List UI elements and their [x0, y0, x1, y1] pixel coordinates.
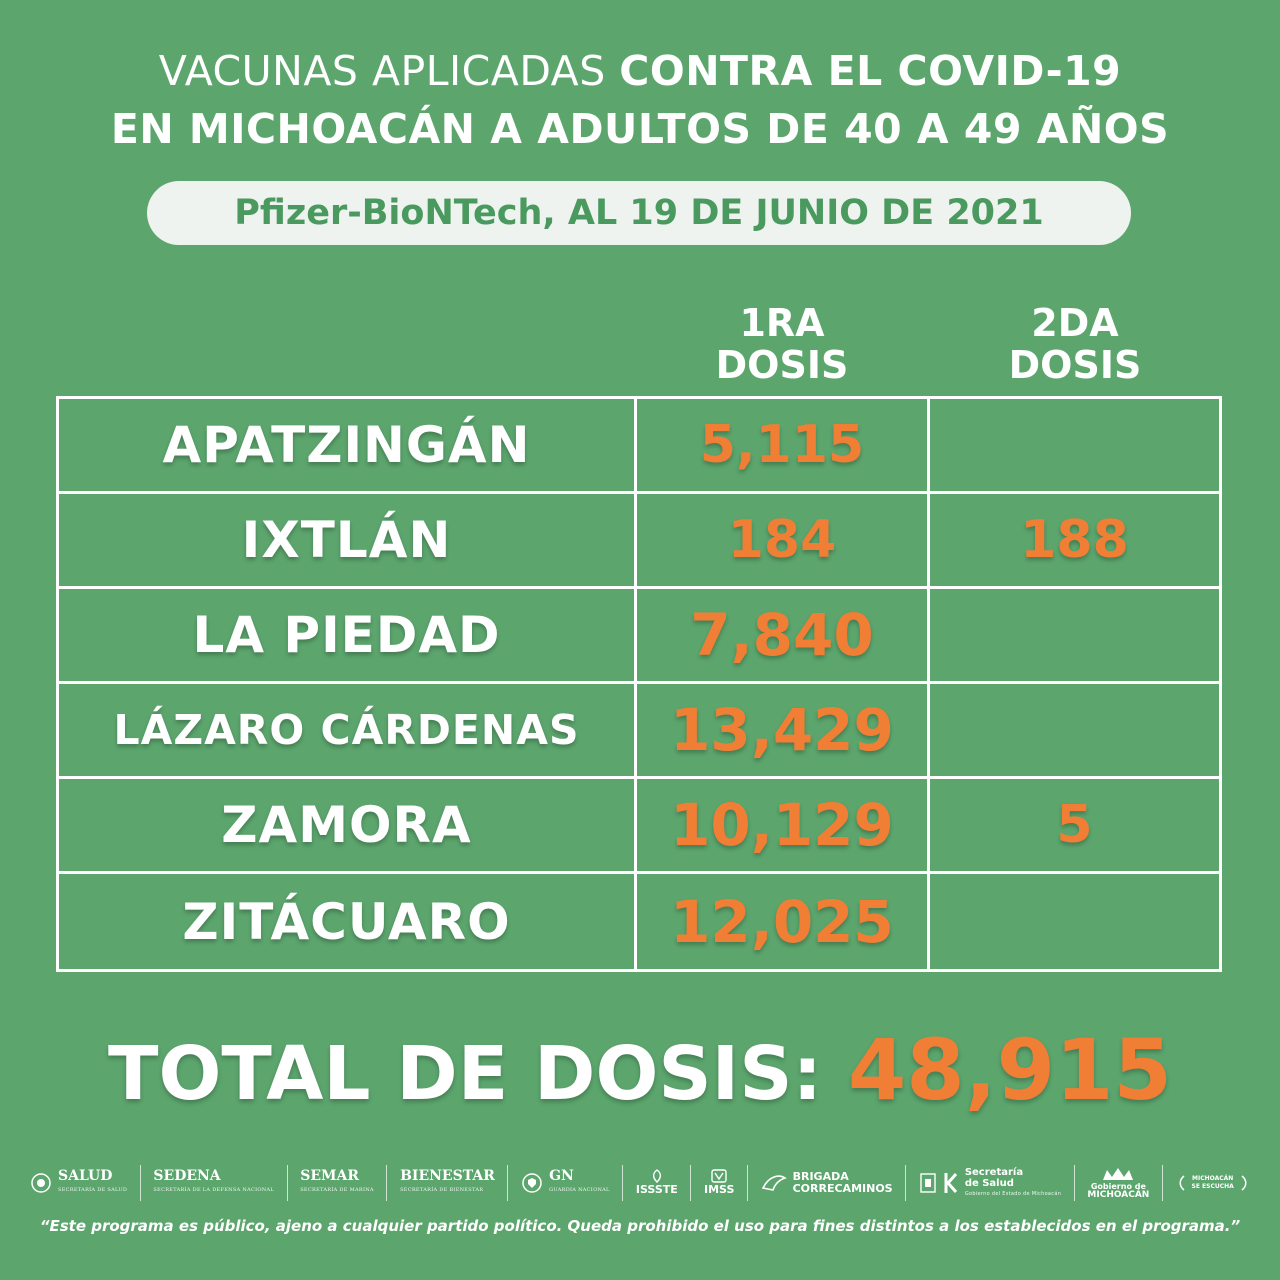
state-seal-icon: [920, 1173, 936, 1193]
sound-waves-right-icon: [1241, 1175, 1247, 1191]
eagle-seal-icon: [31, 1173, 51, 1193]
k-mark-icon: [944, 1173, 957, 1193]
title-line-2: EN MICHOACÁN A ADULTOS DE 40 A 49 AÑOS: [110, 105, 1170, 153]
gn-logo: GN GUARDIA NACIONAL: [513, 1169, 618, 1197]
semar-logo: SEMAR SECRETARÍA DE MARINA: [300, 1168, 374, 1193]
imss-emblem-icon: [711, 1169, 727, 1183]
logo-divider: [386, 1165, 388, 1201]
total-label: TOTAL DE DOSIS:: [107, 1031, 848, 1117]
michoacan-se-escucha-logo: MICHOACÁN SE ESCUCHA: [1168, 1173, 1258, 1193]
subtitle-pill: Pfizer-BioNTech, AL 19 DE JUNIO DE 2021: [147, 181, 1131, 245]
gobierno-michoacan-logo: Gobierno de MICHOACÁN: [1079, 1166, 1157, 1200]
secretaria-salud-michoacan-logo: Secretaría de Salud Gobierno del Estado de…: [911, 1167, 1069, 1200]
column-header-second-dose: 2DA DOSIS: [1008, 301, 1142, 387]
table-row-municipio: APATZINGÁN: [59, 399, 637, 494]
table-row-municipio: LA PIEDAD: [59, 589, 637, 684]
table-row-municipio: ZITÁCUARO: [59, 874, 637, 969]
logo-divider: [286, 1165, 288, 1201]
logo-divider: [139, 1165, 141, 1201]
page-title: VACUNAS APLICADAS CONTRA EL COVID-19 EN …: [0, 42, 1280, 158]
sponsor-logos: SALUD SECRETARÍA DE SALUD SEDENA SECRETARÍ…: [22, 1160, 1258, 1206]
brigada-correcaminos-logo: BRIGADA CORRECAMINOS: [753, 1171, 901, 1195]
logo-divider: [1073, 1165, 1075, 1201]
issste-emblem-icon: [652, 1169, 661, 1183]
table-cell-dose2: 188: [930, 494, 1219, 589]
table-cell-dose1: 10,129: [637, 779, 930, 874]
imss-logo: IMSS: [696, 1169, 742, 1197]
logo-divider: [622, 1165, 624, 1201]
logo-divider: [905, 1165, 907, 1201]
table-cell-dose1: 13,429: [637, 684, 930, 779]
column-header-first-dose: 1RA DOSIS: [715, 301, 849, 387]
table-row-municipio: IXTLÁN: [59, 494, 637, 589]
crown-icon: [1103, 1168, 1134, 1180]
total-doses: TOTAL DE DOSIS: 48,915: [0, 1025, 1280, 1119]
table-cell-dose1: 12,025: [637, 874, 930, 969]
salud-logo: SALUD SECRETARÍA DE SALUD: [22, 1169, 135, 1197]
table-cell-dose2: 5: [930, 779, 1219, 874]
issste-logo: ISSSTE: [628, 1169, 686, 1197]
table-cell-dose2: [930, 684, 1219, 779]
table-cell-dose1: 184: [637, 494, 930, 589]
table-cell-dose2: [930, 399, 1219, 494]
logo-divider: [507, 1165, 509, 1201]
total-value: 48,915: [847, 1021, 1172, 1119]
logo-divider: [1161, 1165, 1163, 1201]
shield-seal-icon: [522, 1173, 542, 1193]
table-cell-dose2: [930, 589, 1219, 684]
table-row-municipio: LÁZARO CÁRDENAS: [59, 684, 637, 779]
sedena-logo: SEDENA SECRETARÍA DE LA DEFENSA NACIONAL: [153, 1168, 274, 1193]
bienestar-logo: BIENESTAR SECRETARÍA DE BIENESTAR: [400, 1168, 495, 1193]
table-cell-dose1: 5,115: [637, 399, 930, 494]
table-cell-dose2: [930, 874, 1219, 969]
table-cell-dose1: 7,840: [637, 589, 930, 684]
vaccination-table: APATZINGÁN 5,115 IXTLÁN 184 188 LA PIEDA…: [56, 396, 1222, 972]
table-row-municipio: ZAMORA: [59, 779, 637, 874]
logo-divider: [690, 1165, 692, 1201]
roadrunner-icon: [761, 1175, 787, 1191]
legal-disclaimer: “Este programa es público, ajeno a cualq…: [39, 1217, 1241, 1235]
title-line-1: VACUNAS APLICADAS CONTRA EL COVID-19: [158, 47, 1122, 95]
sound-waves-left-icon: [1179, 1175, 1185, 1191]
logo-divider: [747, 1165, 748, 1201]
